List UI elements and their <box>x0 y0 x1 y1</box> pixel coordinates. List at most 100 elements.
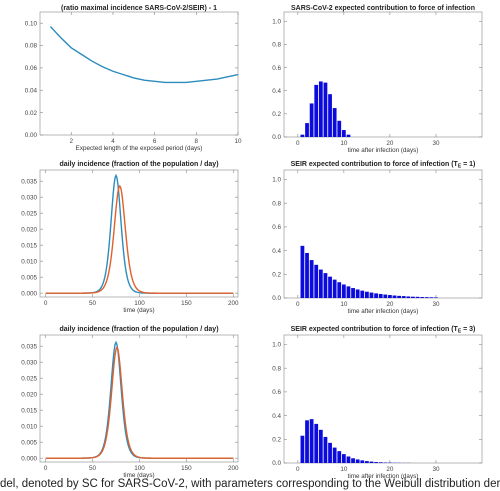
series-line-1 <box>45 184 234 294</box>
x-tick-label: 150 <box>181 465 192 472</box>
y-tick-label: 0.0 <box>272 460 281 467</box>
chart-title: SEIR expected contribution to force of i… <box>291 161 476 170</box>
x-tick-label: 0 <box>296 466 300 473</box>
x-axis-label: time after infection (days) <box>348 147 419 154</box>
bar <box>314 423 319 463</box>
y-tick-label: 0.02 <box>25 110 38 117</box>
bar <box>332 447 337 463</box>
y-tick-label: 0.4 <box>272 88 281 95</box>
x-tick-label: 0 <box>296 140 300 147</box>
bar <box>360 460 365 463</box>
y-tick-label: 0.0 <box>272 134 281 141</box>
bar <box>314 84 319 137</box>
y-tick-label: 0.020 <box>21 391 37 398</box>
plot-frame <box>283 11 483 138</box>
bar <box>314 264 319 298</box>
bar <box>420 297 425 298</box>
y-tick-label: 0.2 <box>272 436 281 443</box>
panel-daily-incidence-bottom: daily incidence (fraction of the populat… <box>21 326 239 479</box>
panel-daily-incidence-top: daily incidence (fraction of the populat… <box>21 161 239 314</box>
plot-frame <box>39 334 239 463</box>
y-tick-label: 0.010 <box>21 423 37 430</box>
y-tick-label: 0.030 <box>21 194 37 201</box>
y-tick-label: 0.025 <box>21 375 37 382</box>
x-axis-label: time after infection (days) <box>348 308 419 315</box>
series-line-0 <box>45 340 234 459</box>
y-tick-label: 0.4 <box>272 413 281 420</box>
bar <box>341 130 346 137</box>
x-tick-label: 30 <box>432 466 440 473</box>
y-tick-label: 0.010 <box>21 258 37 265</box>
bar <box>323 436 328 463</box>
bar <box>434 297 438 298</box>
y-tick-label: 0.00 <box>25 132 38 139</box>
panel-sarscov2-force-of-infection: SARS-CoV-2 expected contribution to forc… <box>272 5 483 154</box>
y-tick-label: 0.015 <box>21 242 37 249</box>
y-tick-label: 0.8 <box>272 200 281 207</box>
x-tick-label: 0 <box>44 300 48 307</box>
y-tick-label: 0.6 <box>272 389 281 396</box>
x-tick-label: 30 <box>432 301 440 308</box>
y-tick-label: 0.06 <box>25 65 38 72</box>
y-tick-label: 1.0 <box>272 177 281 184</box>
x-tick-label: 100 <box>134 465 145 472</box>
y-tick-label: 0.0 <box>272 295 281 302</box>
panel-seir-te3-force-of-infection: SEIR expected contribution to force of i… <box>272 326 483 480</box>
bar <box>346 134 351 137</box>
bar <box>318 81 323 137</box>
bar <box>300 134 305 137</box>
bar <box>392 295 397 298</box>
bar <box>401 296 406 298</box>
x-tick-label: 10 <box>340 140 348 147</box>
bar <box>378 293 383 298</box>
bar <box>332 108 337 137</box>
x-tick-label: 20 <box>386 466 394 473</box>
y-tick-label: 0.6 <box>272 65 281 72</box>
panel-seir-te1-force-of-infection: SEIR expected contribution to force of i… <box>272 161 483 315</box>
bar <box>328 94 332 137</box>
x-tick-label: 10 <box>340 466 348 473</box>
x-tick-label: 20 <box>386 301 394 308</box>
bar <box>369 461 374 463</box>
bar <box>429 297 434 298</box>
y-tick-label: 0.04 <box>25 87 38 94</box>
x-axis-label: time after infection (days) <box>348 473 419 480</box>
bar <box>364 461 369 463</box>
x-tick-label: 150 <box>181 300 192 307</box>
chart-title: daily incidence (fraction of the populat… <box>59 326 218 333</box>
chart-title: SARS-CoV-2 expected contribution to forc… <box>291 5 475 12</box>
bar <box>318 269 323 298</box>
series-line-1 <box>45 345 234 459</box>
x-tick-label: 2 <box>70 138 74 145</box>
x-tick-label: 50 <box>89 300 97 307</box>
x-tick-label: 50 <box>89 465 97 472</box>
bar <box>424 297 429 298</box>
bar <box>309 419 314 463</box>
bar <box>328 276 332 298</box>
panel-ratio-max-incidence: (ratio maximal incidence SARS-CoV-2/SEIR… <box>25 5 242 152</box>
bar <box>388 295 392 298</box>
y-tick-label: 1.0 <box>272 342 281 349</box>
bar <box>346 456 351 463</box>
bar <box>360 290 365 298</box>
chart-title: daily incidence (fraction of the populat… <box>59 161 218 168</box>
x-tick-label: 30 <box>432 140 440 147</box>
bar <box>383 294 388 298</box>
x-tick-label: 20 <box>386 140 394 147</box>
bar <box>332 279 337 298</box>
bar <box>346 286 351 298</box>
y-tick-label: 0.2 <box>272 271 281 278</box>
bar <box>355 289 360 298</box>
y-tick-label: 0.10 <box>25 20 38 27</box>
x-axis-label: time (days) <box>123 307 154 314</box>
bar <box>415 296 420 298</box>
x-tick-label: 0 <box>44 465 48 472</box>
y-tick-label: 0.08 <box>25 43 38 50</box>
bar <box>374 462 378 463</box>
bar <box>337 451 342 463</box>
bar <box>337 120 342 137</box>
x-axis-label: Expected length of the exposed period (d… <box>76 145 203 152</box>
bar <box>369 292 374 298</box>
